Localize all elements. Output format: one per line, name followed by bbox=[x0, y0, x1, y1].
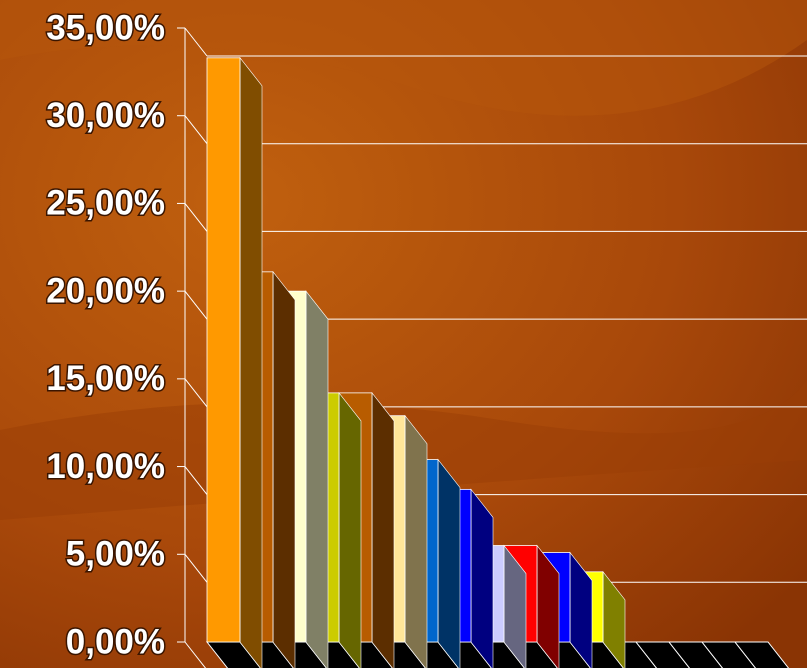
grid-diagonal bbox=[184, 466, 208, 495]
bar-side bbox=[272, 270, 296, 668]
y-tick-label: 25,00% bbox=[46, 184, 165, 223]
y-tick-label: 30,00% bbox=[46, 96, 165, 135]
y-tick-label: 35,00% bbox=[46, 8, 165, 47]
grid-diagonal bbox=[184, 27, 208, 57]
y-tick-label: 20,00% bbox=[46, 271, 165, 310]
floor-tile bbox=[634, 641, 691, 668]
bar bbox=[206, 57, 241, 643]
grid-diagonal bbox=[184, 553, 208, 583]
bar-side bbox=[437, 458, 461, 668]
bar-side bbox=[338, 392, 362, 668]
y-tick-label: 10,00% bbox=[46, 447, 165, 486]
bar-side bbox=[239, 56, 263, 668]
background-swirl bbox=[0, 0, 807, 116]
y-tick-label: 15,00% bbox=[46, 359, 165, 398]
grid-diagonal bbox=[184, 203, 208, 232]
y-tick-label: 5,00% bbox=[66, 535, 165, 574]
grid-diagonal bbox=[184, 115, 208, 145]
y-tick-label: 0,00% bbox=[66, 622, 165, 661]
bars bbox=[206, 56, 626, 668]
bar-side bbox=[371, 392, 395, 668]
labels: 0,00% 5,00% 10,00% 15,00% 20,00% 25,00% 30,00%… bbox=[45, 7, 167, 663]
grid-diagonal bbox=[184, 641, 207, 668]
bar-side bbox=[305, 290, 329, 668]
bar-side bbox=[404, 414, 428, 668]
grid-diagonal bbox=[184, 290, 208, 320]
floor-tile bbox=[733, 641, 790, 668]
bar-side bbox=[470, 488, 494, 668]
floor-tile bbox=[667, 641, 724, 668]
grid-diagonal bbox=[184, 378, 208, 408]
floor-tile bbox=[700, 641, 757, 668]
